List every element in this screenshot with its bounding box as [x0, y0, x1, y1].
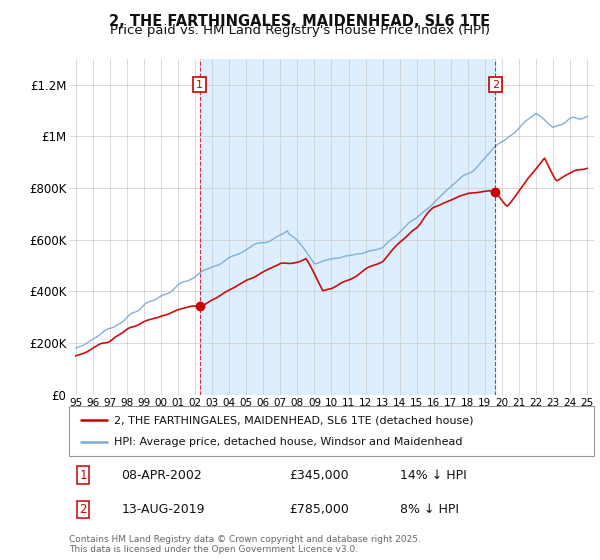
Text: 2: 2: [79, 503, 87, 516]
Text: 1: 1: [79, 469, 87, 482]
Text: 2: 2: [492, 80, 499, 90]
Text: 1: 1: [196, 80, 203, 90]
Text: Price paid vs. HM Land Registry's House Price Index (HPI): Price paid vs. HM Land Registry's House …: [110, 24, 490, 37]
Text: 13-AUG-2019: 13-AUG-2019: [121, 503, 205, 516]
Text: 2, THE FARTHINGALES, MAIDENHEAD, SL6 1TE: 2, THE FARTHINGALES, MAIDENHEAD, SL6 1TE: [109, 14, 491, 29]
Text: £785,000: £785,000: [290, 503, 349, 516]
Text: 8% ↓ HPI: 8% ↓ HPI: [400, 503, 459, 516]
Text: 2, THE FARTHINGALES, MAIDENHEAD, SL6 1TE (detached house): 2, THE FARTHINGALES, MAIDENHEAD, SL6 1TE…: [113, 415, 473, 425]
Text: 14% ↓ HPI: 14% ↓ HPI: [400, 469, 467, 482]
Text: £345,000: £345,000: [290, 469, 349, 482]
Bar: [200, 59, 496, 395]
Text: HPI: Average price, detached house, Windsor and Maidenhead: HPI: Average price, detached house, Wind…: [113, 437, 462, 447]
Text: Contains HM Land Registry data © Crown copyright and database right 2025.
This d: Contains HM Land Registry data © Crown c…: [69, 535, 421, 554]
Text: 08-APR-2002: 08-APR-2002: [121, 469, 202, 482]
